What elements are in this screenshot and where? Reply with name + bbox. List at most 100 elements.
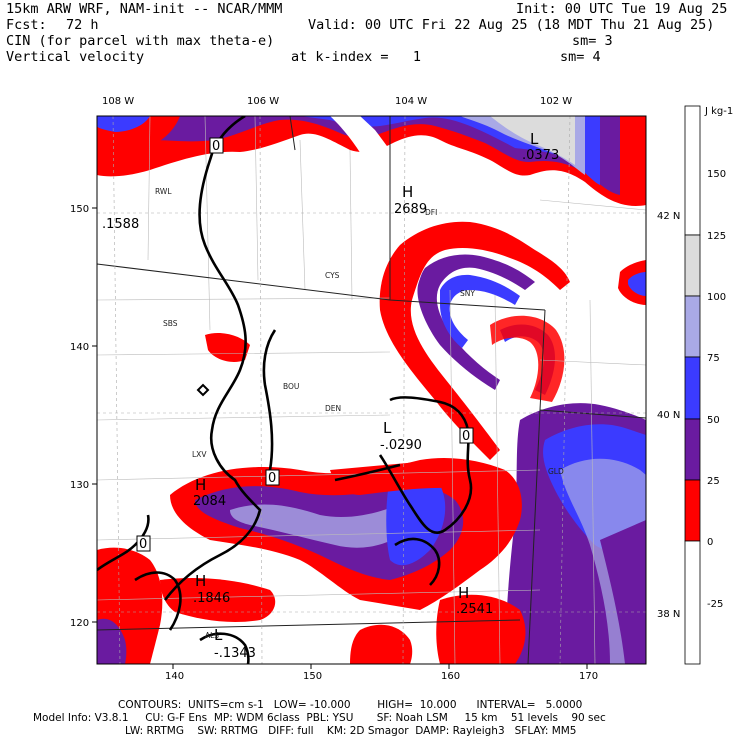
fcst-label: Fcst: — [6, 17, 47, 33]
city-dfi: DFI — [425, 208, 437, 217]
cbar-lavender — [684, 295, 701, 358]
low-value-2: -.0290 — [380, 438, 422, 453]
cin-ne-blue — [628, 272, 646, 296]
city-rwl: RWL — [155, 187, 172, 196]
cin-band-blue-north — [160, 116, 600, 185]
cbar-label-100: 100 — [707, 292, 726, 303]
cbar-red — [684, 479, 701, 542]
cin-band-lavender-south — [230, 504, 392, 548]
map-frame — [96, 115, 647, 665]
city-cys: CYS — [325, 271, 340, 280]
cbar-label-150: 150 — [707, 169, 726, 180]
cin-band-gray-north — [490, 116, 575, 165]
lat-label-38n: 38 N — [657, 609, 680, 620]
field1-smooth: sm= 3 — [572, 33, 613, 49]
cin-nw-blue — [97, 116, 150, 132]
high-value-3: .1846 — [193, 591, 230, 606]
contour-label-0d: 0 — [139, 537, 147, 552]
footer-contours: CONTOURS: UNITS=cm s-1 LOW= -10.000 HIGH… — [118, 699, 583, 711]
x-tick-160: 160 — [441, 671, 460, 682]
field1-title: CIN (for parcel with max theta-e) — [6, 33, 275, 49]
contour-s-mid — [394, 537, 441, 586]
city-sbs: SBS — [163, 319, 178, 328]
cin-band-red-south-upper — [330, 460, 470, 495]
valid-time: Valid: 00 UTC Fri 22 Aug 25 (18 MDT Thu … — [308, 17, 715, 33]
contour-south-segment — [334, 463, 401, 482]
city-den: DEN — [325, 404, 341, 413]
velocity-contours — [97, 116, 473, 664]
x-tick-170: 170 — [579, 671, 598, 682]
x-tick-140: 140 — [165, 671, 184, 682]
contour-label-0c: 0 — [462, 429, 470, 444]
cin-region-red-s — [160, 578, 276, 623]
contour-label-boxes: 0 0 0 0 — [136, 137, 474, 552]
state-borders — [97, 116, 646, 664]
cbar-lightgray — [684, 234, 701, 297]
high-symbol-4: H — [458, 584, 469, 602]
y-tick-150: 150 — [70, 204, 89, 215]
cin-blob-mid-west — [205, 333, 250, 362]
cbar-label-0: 0 — [707, 537, 713, 548]
low-symbol-1: L — [530, 130, 539, 148]
cbar-white — [684, 105, 701, 236]
cin-region-red-s-small — [350, 624, 413, 664]
value-west: .1588 — [102, 217, 139, 232]
contour-sw-2 — [134, 571, 182, 631]
footer-model-info: Model Info: V3.8.1 CU: G-F Ens MP: WDM 6… — [33, 712, 606, 724]
lon-label-108w: 108 W — [102, 96, 134, 107]
co-nm-border — [97, 619, 521, 631]
cin-band-purple-central — [417, 254, 535, 390]
model-title: 15km ARW WRF, NAM-init -- NCAR/MMM — [6, 1, 283, 17]
cbar-label-50: 50 — [707, 415, 720, 426]
contour-label-0b: 0 — [268, 471, 276, 486]
cin-field — [97, 116, 646, 664]
cin-white-north-gap — [330, 116, 425, 250]
k-index: at k-index = 1 — [291, 49, 422, 65]
city-als: ALS — [205, 631, 219, 640]
cin-band-blue-central — [440, 274, 520, 348]
cbar-label-125: 125 — [707, 231, 726, 242]
high-value-1: 2689 — [394, 202, 427, 217]
high-symbol-2: H — [195, 476, 206, 494]
cin-hook-red — [490, 315, 565, 402]
cin-region-purple-far-se — [600, 520, 646, 664]
cbar-label-neg25: -25 — [707, 599, 723, 610]
high-value-2: 2084 — [193, 494, 226, 509]
lon-label-106w: 106 W — [247, 96, 279, 107]
city-bou: BOU — [283, 382, 299, 391]
high-symbol-1: H — [402, 183, 413, 201]
y-tick-130: 130 — [70, 480, 89, 491]
high-value-4: .2541 — [456, 602, 493, 617]
y-tick-120: 120 — [70, 618, 89, 629]
y-tick-140: 140 — [70, 342, 89, 353]
lon-label-102w: 102 W — [540, 96, 572, 107]
city-gld: GLD — [548, 467, 564, 476]
axis-ticks — [92, 207, 588, 669]
wy-sd-border — [289, 116, 296, 151]
init-time: Init: 00 UTC Tue 19 Aug 25 — [516, 1, 728, 17]
cbar-label-25: 25 — [707, 476, 720, 487]
contour-sw — [97, 514, 150, 572]
lat-label-40n: 40 N — [657, 410, 680, 421]
zero-contour-east — [378, 396, 473, 534]
cbar-purple — [684, 418, 701, 481]
contour-small-diamond — [196, 383, 210, 397]
lon-label-104w: 104 W — [395, 96, 427, 107]
cbar-units: J kg-1 — [704, 106, 733, 117]
cbar-blue — [684, 356, 701, 420]
low-value-3: -.1343 — [214, 646, 256, 661]
city-lxv: LXV — [192, 450, 207, 459]
x-tick-150: 150 — [303, 671, 322, 682]
contour-label-0a: 0 — [212, 139, 220, 154]
cin-band-red-central — [379, 221, 570, 460]
zero-contour-west — [163, 116, 262, 601]
county-lines — [97, 116, 646, 664]
high-symbol-3: H — [195, 572, 206, 590]
low-symbol-2: L — [383, 419, 392, 437]
zero-contour-mid — [262, 329, 277, 471]
field2-smooth: sm= 4 — [560, 49, 601, 65]
fcst-value: 72 h — [66, 17, 99, 33]
graticule — [97, 116, 646, 664]
